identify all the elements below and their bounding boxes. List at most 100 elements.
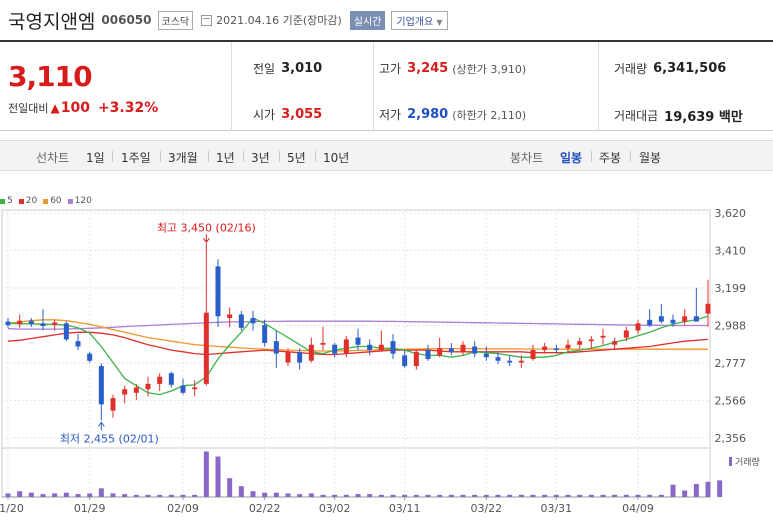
candle-body xyxy=(110,398,116,411)
volume-bar xyxy=(658,494,664,497)
candle-monthly[interactable]: 월봉 xyxy=(639,151,662,165)
y-tick-label: 2,777 xyxy=(715,357,747,370)
volume-bar xyxy=(157,494,163,497)
line-chart-tab[interactable]: 선차트 xyxy=(36,151,70,165)
change-label: 전일대비 xyxy=(8,102,49,115)
volume-bar xyxy=(203,451,209,497)
up-triangle-icon: ▲ xyxy=(50,101,60,115)
volume-bar xyxy=(717,480,723,497)
period-3y[interactable]: 3년 xyxy=(251,151,270,165)
period-10y[interactable]: 10년 xyxy=(323,151,350,165)
candle-body xyxy=(460,344,466,352)
volume-bar xyxy=(215,456,221,497)
candle-body xyxy=(635,323,641,331)
volume-bar xyxy=(122,494,128,497)
open-label: 시가 xyxy=(253,108,276,122)
realtime-button[interactable]: 실시간 xyxy=(349,10,386,30)
high-label: 고가 xyxy=(379,62,402,76)
volume-bar xyxy=(238,486,244,497)
volume-bar xyxy=(705,481,711,497)
volume-bar xyxy=(507,494,513,497)
candle-body xyxy=(320,342,326,345)
stock-header: 국영지앤엠 006050 코스닥 2021.04.16 기준(장마감) 실시간 … xyxy=(0,0,773,40)
separator xyxy=(243,151,244,162)
volume-bar xyxy=(518,494,524,497)
volume-bar xyxy=(577,494,583,497)
volume-bar xyxy=(542,494,548,497)
volume-bar xyxy=(262,492,268,497)
change-percent: +3.32% xyxy=(97,100,159,116)
stock-name: 국영지앤엠 xyxy=(8,10,96,33)
volume-bar xyxy=(308,493,314,497)
period-3m[interactable]: 3개월 xyxy=(168,151,198,165)
separator xyxy=(591,151,592,162)
candle-body xyxy=(647,319,653,326)
volume-bar xyxy=(437,494,443,497)
volume-bar xyxy=(110,493,116,497)
separator xyxy=(112,151,113,162)
x-tick-label: 03/11 xyxy=(389,502,421,515)
price-summary: 3,110 전일대비 ▲ 100 +3.32% 전일 3,010 시가 3,05… xyxy=(0,40,773,131)
candle-body xyxy=(483,353,489,358)
candle-chart-tab[interactable]: 봉차트 xyxy=(510,151,544,165)
volume-bar xyxy=(460,494,466,497)
volume-bar xyxy=(227,478,233,497)
legend-item: 20 xyxy=(18,196,37,206)
candle-body xyxy=(285,351,291,363)
candle-body xyxy=(40,323,46,327)
candle-weekly[interactable]: 주봉 xyxy=(599,151,622,165)
high-value: 3,245 xyxy=(407,61,449,76)
candle-body xyxy=(98,366,104,405)
x-tick-label: 03/22 xyxy=(470,502,502,515)
volume-bar xyxy=(17,491,23,497)
candle-body xyxy=(28,320,34,325)
candle-body xyxy=(588,339,594,342)
volume-label: 거래량 xyxy=(614,62,648,76)
volume-value: 6,341,506 xyxy=(653,61,727,76)
volume-bar xyxy=(5,493,11,497)
legend-item: 60 xyxy=(43,196,62,206)
volume-bar xyxy=(670,484,676,497)
amount-value: 19,639 백만 xyxy=(664,110,743,125)
low-annotation-arrowhead xyxy=(97,421,105,427)
candle-body xyxy=(518,360,524,363)
candle-body xyxy=(565,344,571,349)
divider xyxy=(373,42,374,131)
volume-bar xyxy=(402,494,408,497)
divider xyxy=(598,42,599,131)
volume-bar xyxy=(530,494,536,497)
candle-body xyxy=(542,346,548,351)
company-overview-dropdown[interactable]: 기업개요 ▼ xyxy=(391,10,448,30)
market-badge: 코스닥 xyxy=(157,10,194,30)
y-tick-label: 2,988 xyxy=(715,320,747,333)
candle-body xyxy=(507,360,513,363)
candle-body xyxy=(437,348,443,356)
period-1y[interactable]: 1년 xyxy=(216,151,235,165)
volume-bar xyxy=(40,494,46,497)
volume-bar xyxy=(343,494,349,497)
x-tick-label: 02/22 xyxy=(249,502,281,515)
y-tick-label: 3,410 xyxy=(715,244,747,257)
candle-body xyxy=(577,341,583,345)
high-annotation-arrowhead xyxy=(202,237,210,244)
candle-body xyxy=(612,341,618,345)
period-1d[interactable]: 1일 xyxy=(86,151,105,165)
volume-bar xyxy=(355,494,361,497)
candle-body xyxy=(157,376,163,384)
volume-bar xyxy=(145,494,151,497)
change-value: 100 xyxy=(60,100,90,116)
ma20-line xyxy=(7,331,709,356)
candle-body xyxy=(52,322,58,326)
period-1w[interactable]: 1주일 xyxy=(121,151,151,165)
volume-bar xyxy=(553,494,559,497)
low-annotation: 최저 2,455 (02/01) xyxy=(60,432,159,445)
candle-body xyxy=(5,321,11,326)
candle-body xyxy=(273,341,279,354)
ma-legend: 5 20 60 120 xyxy=(0,196,98,206)
volume-bar xyxy=(367,494,373,497)
period-5y[interactable]: 5년 xyxy=(287,151,306,165)
candle-daily[interactable]: 일봉 xyxy=(560,151,583,165)
prev-close: 전일 3,010 xyxy=(253,60,322,77)
volume-bar xyxy=(273,492,279,497)
